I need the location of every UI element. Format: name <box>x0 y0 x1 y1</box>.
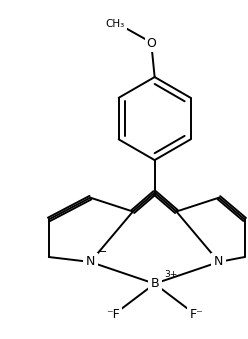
Text: N: N <box>86 256 95 268</box>
Text: B: B <box>150 277 159 290</box>
Text: F⁻: F⁻ <box>189 308 203 321</box>
Text: CH₃: CH₃ <box>105 19 125 29</box>
Text: N: N <box>214 256 224 268</box>
Text: 3+: 3+ <box>164 270 178 279</box>
Text: ⁻F: ⁻F <box>106 308 120 321</box>
Text: −: − <box>97 247 107 257</box>
Text: O: O <box>147 37 157 50</box>
